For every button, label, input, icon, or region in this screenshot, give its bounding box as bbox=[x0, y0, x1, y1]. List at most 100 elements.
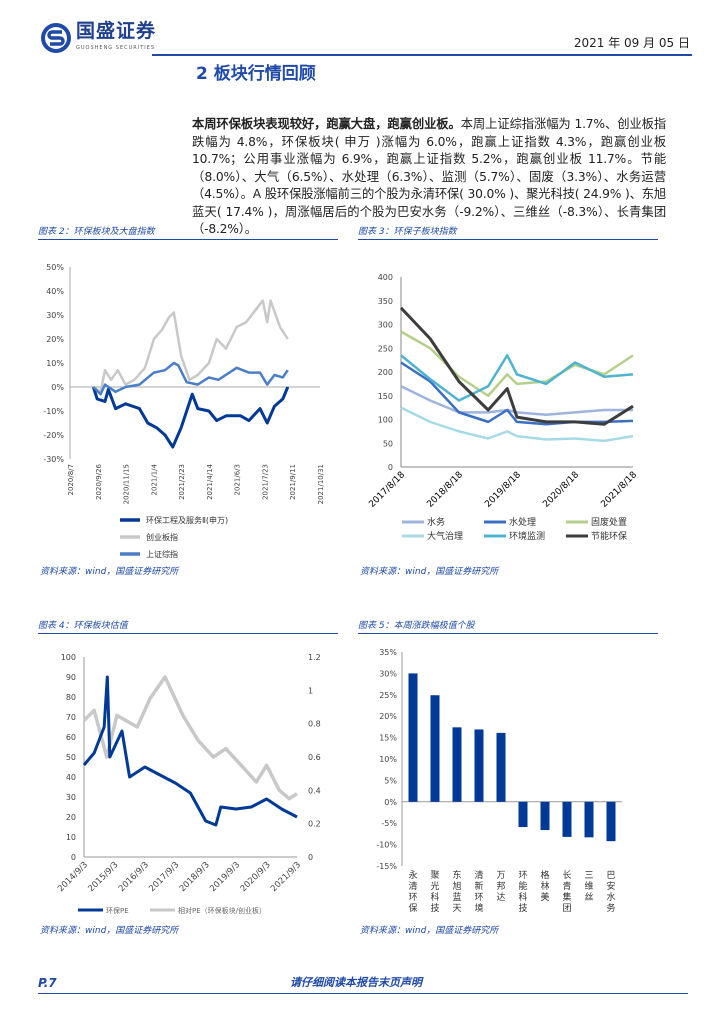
footer-disclaimer: 请仔细阅读本报告末页声明 bbox=[290, 976, 422, 989]
fig5-category-label-char: 科 bbox=[518, 891, 527, 903]
fig5-y-tick-label: 15% bbox=[379, 734, 397, 743]
fig5-category-label-char: 环 bbox=[518, 870, 527, 881]
fig5-y-tick-label: -15% bbox=[376, 862, 397, 871]
fig4-y2-tick-label: 0.6 bbox=[308, 753, 321, 762]
fig5-category-label-char: 境 bbox=[474, 902, 483, 914]
fig2-y-tick-label: 40% bbox=[46, 287, 64, 296]
fig5-y-tick-label: 0% bbox=[384, 798, 397, 807]
fig4-legend-label: 环保PE bbox=[106, 906, 129, 915]
fig4-series-line bbox=[82, 675, 298, 827]
fig2-y-tick-label: -30% bbox=[43, 455, 64, 464]
section-title: 2 板块行情回顾 bbox=[196, 64, 316, 84]
fig5-category-label-char: 聚 bbox=[430, 870, 439, 881]
fig5-bar bbox=[518, 801, 528, 828]
fig5-y-tick-label: 35% bbox=[379, 648, 397, 657]
fig4-y2-tick-label: 0.4 bbox=[308, 786, 321, 795]
fig5-bar bbox=[474, 729, 484, 802]
fig5-category-label-char: 维 bbox=[584, 880, 593, 892]
fig2-y-tick-label: 10% bbox=[46, 359, 64, 368]
fig2-y-tick-label: 0% bbox=[51, 383, 64, 392]
fig5-category-label-char: 务 bbox=[606, 902, 615, 914]
fig2-y-tick-label: 30% bbox=[46, 311, 64, 320]
fig2-y-tick-label: -20% bbox=[43, 431, 64, 440]
fig3-legend-label: 大气治理 bbox=[427, 530, 463, 542]
fig5-category-label-char: 科 bbox=[430, 891, 439, 903]
fig4-series-line bbox=[82, 675, 298, 801]
fig2-y-tick-label: 50% bbox=[46, 263, 64, 272]
fig5-category-label-char: 光 bbox=[430, 880, 439, 892]
fig5-caption: 图表 5：本周涨跌幅极值个股 bbox=[358, 620, 658, 634]
fig5-category-label-char: 技 bbox=[430, 902, 439, 914]
fig5-category-label-char: 清 bbox=[474, 869, 483, 881]
fig4-y-tick-label: 30 bbox=[66, 793, 76, 802]
fig5-bar bbox=[606, 801, 616, 842]
fig3-legend-label: 节能环保 bbox=[591, 530, 627, 542]
fig2-x-tick-label: 2020/9/26 bbox=[95, 463, 103, 499]
fig3-caption: 图表 3：环保子板块指数 bbox=[358, 226, 658, 240]
fig5-y-tick-label: 10% bbox=[379, 755, 397, 764]
fig5-bar bbox=[452, 727, 462, 802]
fig4-legend-label: 相对PE（环保板块/创业板） bbox=[178, 906, 266, 915]
fig5-category-label-char: 蓝 bbox=[452, 891, 461, 903]
fig3-legend-label: 环境监测 bbox=[509, 530, 545, 542]
fig2-x-tick-label: 2021/4/14 bbox=[206, 463, 214, 499]
fig5-category-label-char: 格 bbox=[540, 869, 549, 881]
fig3-x-tick-label: 2020/8/18 bbox=[541, 470, 581, 510]
fig2-x-tick-label: 2020/11/15 bbox=[123, 464, 131, 504]
fig5-category-label-char: 长 bbox=[562, 869, 571, 881]
fig5-bar bbox=[430, 695, 440, 802]
fig5-category-label-char: 集 bbox=[562, 891, 571, 903]
fig2-x-tick-label: 2021/1/4 bbox=[150, 463, 158, 495]
fig3-legend-label: 固废处置 bbox=[591, 516, 627, 528]
fig3-x-tick-label: 2017/8/18 bbox=[367, 470, 407, 510]
guosheng-logo-icon bbox=[41, 23, 71, 53]
fig3-x-tick-label: 2019/8/18 bbox=[483, 470, 523, 510]
fig3-y-tick-label: 200 bbox=[378, 368, 393, 377]
fig4-y-tick-label: 60 bbox=[66, 733, 76, 742]
fig3-source: 资料来源：wind，国盛证券研究所 bbox=[360, 567, 499, 577]
fig3-series-line bbox=[400, 354, 634, 402]
fig3-y-tick-label: 150 bbox=[378, 392, 393, 401]
fig5-category-label-char: 巴 bbox=[606, 870, 615, 881]
fig2-legend-label: 上证综指 bbox=[146, 549, 178, 559]
fig3-y-tick-label: 400 bbox=[378, 273, 393, 282]
page-number: P.7 bbox=[38, 976, 57, 990]
fig5-category-label-char: 清 bbox=[408, 880, 417, 892]
fig5-y-tick-label: 5% bbox=[384, 776, 397, 785]
fig3-y-tick-label: 350 bbox=[378, 297, 393, 306]
fig5-y-tick-label: -5% bbox=[381, 819, 397, 828]
fig3-legend-label: 水务 bbox=[427, 516, 445, 528]
header-divider bbox=[152, 54, 692, 56]
fig4-caption: 图表 4：环保板块估值 bbox=[38, 620, 338, 634]
fig5-category-label-char: 水 bbox=[606, 891, 615, 903]
fig5-bar bbox=[584, 801, 594, 838]
fig4-y-tick-label: 100 bbox=[61, 653, 76, 662]
fig3-y-tick-label: 50 bbox=[383, 439, 393, 448]
fig2-x-tick-label: 2020/8/7 bbox=[67, 464, 75, 495]
fig5-bar bbox=[540, 801, 550, 831]
fig5-category-label-char: 达 bbox=[496, 891, 505, 903]
fig5-category-label-char: 新 bbox=[474, 880, 483, 892]
fig4-x-tick-label: 2016/9/3 bbox=[117, 860, 151, 894]
fig5-bar bbox=[496, 732, 506, 802]
fig2-x-tick-label: 2021/6/3 bbox=[234, 464, 242, 495]
fig5-category-label-char: 邦 bbox=[496, 880, 505, 892]
fig5-y-tick-label: 25% bbox=[379, 691, 397, 700]
fig3-legend-label: 水处理 bbox=[509, 516, 536, 528]
fig4-source: 资料来源：wind，国盛证券研究所 bbox=[40, 926, 179, 936]
fig4-x-tick-label: 2019/9/3 bbox=[208, 860, 242, 894]
fig5-category-label-char: 团 bbox=[562, 903, 571, 914]
fig5-category-label-char: 保 bbox=[408, 902, 417, 914]
fig5-source: 资料来源：wind，国盛证券研究所 bbox=[360, 926, 499, 936]
fig4-y-tick-label: 90 bbox=[66, 673, 76, 682]
fig4-y-tick-label: 20 bbox=[66, 813, 76, 822]
fig2-x-tick-label: 2021/10/31 bbox=[317, 464, 325, 504]
fig2-series-line bbox=[92, 299, 289, 394]
fig2-legend-label: 创业板指 bbox=[146, 532, 178, 542]
fig3-series-line bbox=[399, 306, 634, 426]
fig4-y-tick-label: 10 bbox=[66, 833, 76, 842]
fig2-y-tick-label: 20% bbox=[46, 335, 64, 344]
body-paragraph: 本周环保板块表现较好，跑赢大盘，跑赢创业板。本周上证综指涨幅为 1.7%、创业板… bbox=[192, 116, 666, 239]
